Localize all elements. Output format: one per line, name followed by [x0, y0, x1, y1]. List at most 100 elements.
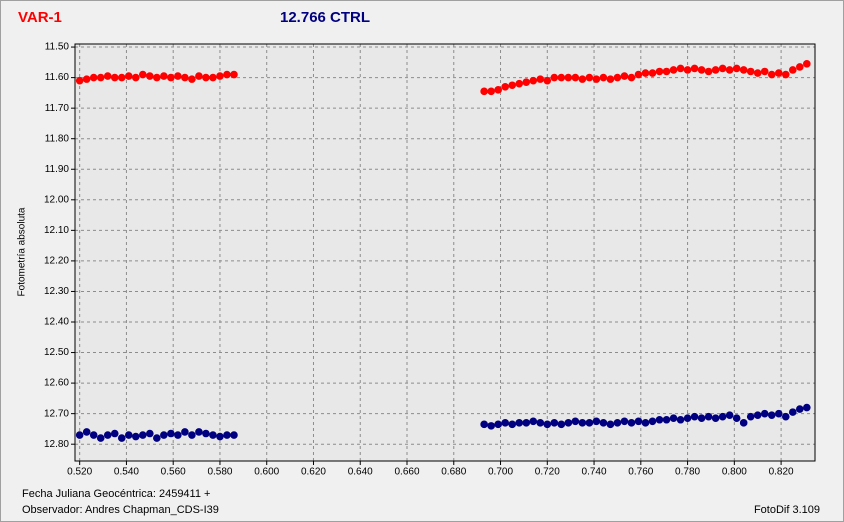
plot-area [75, 44, 815, 461]
data-point [110, 429, 119, 438]
data-point [124, 72, 133, 80]
data-point [585, 419, 594, 427]
x-tick-label: 0.800 [722, 467, 747, 478]
data-point [725, 411, 734, 419]
x-tick-label: 0.640 [348, 467, 373, 478]
legend-entry: 12.766 CTRL [280, 9, 370, 26]
data-point [774, 409, 783, 418]
data-point [788, 408, 797, 416]
data-point [796, 405, 804, 413]
data-point [585, 73, 594, 82]
data-point [550, 419, 559, 427]
y-tick-label: 12.30 [44, 286, 69, 297]
data-point [188, 75, 196, 83]
data-point [202, 429, 210, 438]
data-point [124, 431, 133, 439]
x-tick-label: 0.620 [301, 467, 326, 478]
data-point [139, 70, 147, 79]
y-tick-label: 12.40 [44, 317, 69, 328]
data-point [655, 415, 664, 424]
data-point [753, 69, 762, 77]
y-tick-label: 11.60 [45, 72, 70, 83]
y-tick-label: 12.50 [44, 347, 69, 358]
data-point [188, 431, 196, 439]
data-point [613, 73, 622, 82]
data-point [167, 429, 175, 438]
data-point [648, 417, 657, 426]
data-point [508, 81, 517, 90]
data-point [676, 415, 685, 424]
data-point [803, 403, 811, 412]
data-point [571, 73, 580, 82]
y-tick-label: 12.00 [44, 194, 69, 205]
x-tick-label: 0.740 [582, 467, 607, 478]
data-point [209, 431, 217, 439]
data-point [746, 412, 755, 421]
data-point [620, 417, 629, 426]
data-point [760, 67, 769, 76]
data-point [75, 76, 84, 85]
data-point [599, 419, 608, 427]
data-point [620, 72, 629, 80]
x-tick-label: 0.720 [535, 467, 560, 478]
data-point [480, 420, 488, 429]
x-tick-label: 0.700 [488, 467, 513, 478]
data-point [82, 75, 91, 83]
data-point [96, 73, 105, 82]
data-point [571, 417, 580, 426]
y-tick-label: 12.60 [44, 378, 69, 389]
data-point [515, 79, 524, 88]
data-point [75, 431, 84, 439]
data-point [543, 76, 552, 85]
data-point [480, 87, 488, 96]
data-point [117, 434, 126, 442]
data-point [487, 422, 495, 430]
data-point [216, 72, 224, 80]
data-point [110, 73, 119, 82]
data-point [592, 75, 601, 83]
data-point [131, 432, 140, 441]
data-point [697, 66, 706, 74]
data-point [676, 64, 685, 73]
data-point [683, 66, 692, 74]
data-point [767, 411, 776, 419]
data-point [209, 73, 217, 82]
plot-border [74, 43, 816, 462]
legend-entry: VAR-1 [18, 9, 62, 26]
data-point [627, 419, 636, 427]
data-point [195, 72, 203, 80]
data-point [487, 87, 495, 96]
y-axis-label: Fotometría absoluta [17, 207, 28, 296]
data-point [592, 417, 601, 426]
data-point [181, 428, 189, 436]
data-point [529, 76, 538, 85]
data-point [760, 409, 769, 418]
x-tick-label: 0.600 [254, 467, 279, 478]
data-point [494, 420, 502, 429]
x-tick-label: 0.820 [769, 467, 794, 478]
data-point [557, 420, 566, 429]
data-point [174, 431, 182, 439]
y-tick-label: 11.90 [45, 164, 70, 175]
data-point [613, 419, 622, 427]
data-point [753, 411, 762, 419]
data-point [230, 70, 238, 79]
data-point [564, 419, 573, 427]
data-point [711, 66, 720, 74]
data-point [578, 75, 587, 83]
data-point [501, 419, 510, 427]
data-point [704, 67, 713, 76]
data-point [543, 420, 552, 429]
data-point [578, 419, 587, 427]
data-point [216, 432, 224, 441]
data-point [202, 73, 210, 82]
data-point [767, 70, 776, 79]
data-point [103, 72, 112, 80]
data-point [739, 419, 748, 427]
data-point [683, 414, 692, 423]
data-point [89, 431, 98, 439]
data-point [606, 420, 615, 429]
data-point [550, 73, 559, 82]
data-point [96, 434, 105, 442]
